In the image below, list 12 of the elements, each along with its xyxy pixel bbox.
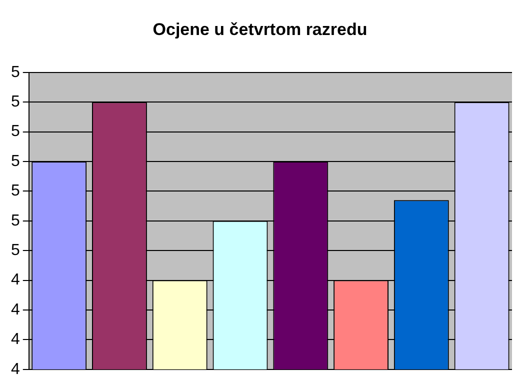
chart-title: Ocjene u četvrtom razredu	[152, 20, 368, 39]
y-tick-label: 4	[10, 301, 20, 318]
y-tick-label: 5	[10, 64, 20, 81]
y-tick-label: 4	[10, 272, 20, 289]
y-tick-label: 5	[10, 212, 20, 230]
y-tick-label: 5	[10, 182, 20, 200]
y-tick-label: 4	[10, 360, 20, 378]
y-tick-label: 4	[10, 331, 20, 348]
y-tick-label: 5	[10, 123, 20, 140]
y-tick-label: 5	[10, 94, 20, 111]
y-tick-label: 5	[10, 242, 20, 260]
y-tick-label: 5	[10, 152, 20, 170]
